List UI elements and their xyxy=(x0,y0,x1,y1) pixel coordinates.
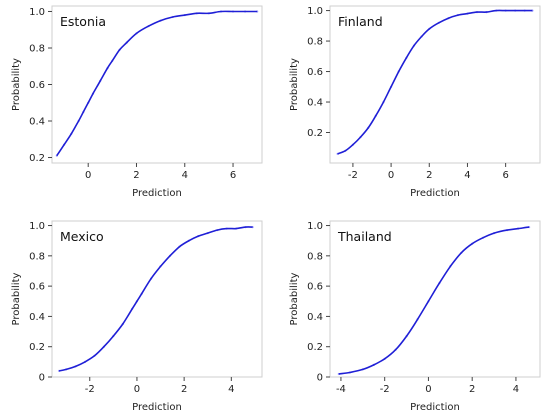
panel-finland-y-tick-label: 0.8 xyxy=(307,37,323,48)
panel-finland-x-tick-label: 6 xyxy=(502,170,508,181)
panel-mexico-x-tick-label: 0 xyxy=(134,384,140,395)
panel-thailand-x-tick-label: 0 xyxy=(425,384,431,395)
panel-finland-y-tick-label: 0.6 xyxy=(307,67,323,78)
panel-mexico-y-tick-label: 0.8 xyxy=(29,251,45,262)
panel-finland-x-tick-label: 4 xyxy=(464,170,470,181)
panel-finland-y-tick-label: 1.0 xyxy=(307,6,323,17)
panel-estonia-title: Estonia xyxy=(60,14,106,29)
panel-mexico-x-tick-label: -2 xyxy=(85,384,95,395)
panel-finland-x-tick-label: -2 xyxy=(348,170,358,181)
panel-finland-title: Finland xyxy=(338,14,383,29)
panel-estonia-x-axis-label: Prediction xyxy=(132,188,182,199)
panel-mexico-x-tick-label: 2 xyxy=(181,384,187,395)
panel-mexico-title: Mexico xyxy=(60,229,104,244)
panel-estonia-x-tick-label: 6 xyxy=(230,170,236,181)
panel-thailand: -4 -2 0 2 4 0 0.2 0.4 0.6 0.8 1.0 Prediction Probabi… xyxy=(289,220,541,413)
panel-finland-x-tick-label: 0 xyxy=(388,170,394,181)
panel-mexico-y-tick-label: 0 xyxy=(39,373,45,384)
panel-mexico-series-line xyxy=(58,226,253,372)
panel-thailand-x-tick-label: 4 xyxy=(513,384,519,395)
panel-mexico-y-tick-label: 1.0 xyxy=(29,221,45,232)
panel-mexico-y-axis-label: Probability xyxy=(11,272,22,325)
panel-estonia-series-line xyxy=(56,10,258,157)
panel-estonia-y-tick-label: 0.4 xyxy=(29,117,45,128)
panel-mexico-x-axis-label: Prediction xyxy=(132,402,182,413)
panel-mexico-plot-area xyxy=(51,220,263,378)
panel-estonia-y-tick-label: 0.8 xyxy=(29,43,45,54)
panel-estonia: 0 2 4 6 0.2 0.4 0.6 0.8 1.0 Prediction Probability… xyxy=(11,5,263,199)
panel-thailand-x-tick-label: -4 xyxy=(336,384,346,395)
panel-estonia-x-tick-label: 4 xyxy=(182,170,188,181)
panel-estonia-plot-area xyxy=(51,5,263,164)
panel-mexico: -2 0 2 4 0 0.2 0.4 0.6 0.8 1.0 Prediction Probabili… xyxy=(11,220,263,413)
panel-thailand-x-tick-label: -2 xyxy=(380,384,390,395)
panel-thailand-y-tick-label: 0.8 xyxy=(307,251,323,262)
panel-thailand-y-tick-label: 0 xyxy=(317,373,323,384)
panel-estonia-x-tick-label: 2 xyxy=(133,170,139,181)
panel-estonia-y-tick-label: 0.6 xyxy=(29,80,45,91)
panel-mexico-y-tick-label: 0.4 xyxy=(29,312,45,323)
panel-thailand-title: Thailand xyxy=(337,229,392,244)
panel-mexico-y-tick-label: 0.2 xyxy=(29,342,45,353)
panel-estonia-x-tick-label: 0 xyxy=(85,170,91,181)
panel-finland-y-axis-label: Probability xyxy=(289,58,300,111)
panel-thailand-y-tick-label: 1.0 xyxy=(307,221,323,232)
panel-thailand-y-axis-label: Probability xyxy=(289,272,300,325)
panel-thailand-x-axis-label: Prediction xyxy=(410,402,460,413)
panel-thailand-series-line xyxy=(338,226,530,375)
panel-finland-y-tick-label: 0.2 xyxy=(307,128,323,139)
panel-finland-y-tick-label: 0.4 xyxy=(307,98,323,109)
panel-finland-plot-area xyxy=(329,5,541,164)
panel-finland: -2 0 2 4 6 0.2 0.4 0.6 0.8 1.0 Prediction Probabili… xyxy=(289,5,541,199)
panel-mexico-y-tick-label: 0.6 xyxy=(29,282,45,293)
panel-estonia-y-tick-label: 1.0 xyxy=(29,7,45,18)
panel-estonia-y-tick-label: 0.2 xyxy=(29,153,45,164)
panel-thailand-x-tick-label: 2 xyxy=(469,384,475,395)
panel-thailand-y-tick-label: 0.6 xyxy=(307,282,323,293)
panel-thailand-plot-area xyxy=(329,220,541,378)
panel-mexico-x-tick-label: 4 xyxy=(228,384,234,395)
panel-thailand-y-tick-label: 0.4 xyxy=(307,312,323,323)
panel-finland-x-tick-label: 2 xyxy=(426,170,432,181)
panel-finland-x-axis-label: Prediction xyxy=(410,188,460,199)
panel-thailand-y-tick-label: 0.2 xyxy=(307,342,323,353)
panel-estonia-y-axis-label: Probability xyxy=(11,58,22,111)
panel-finland-series-line xyxy=(337,9,533,155)
